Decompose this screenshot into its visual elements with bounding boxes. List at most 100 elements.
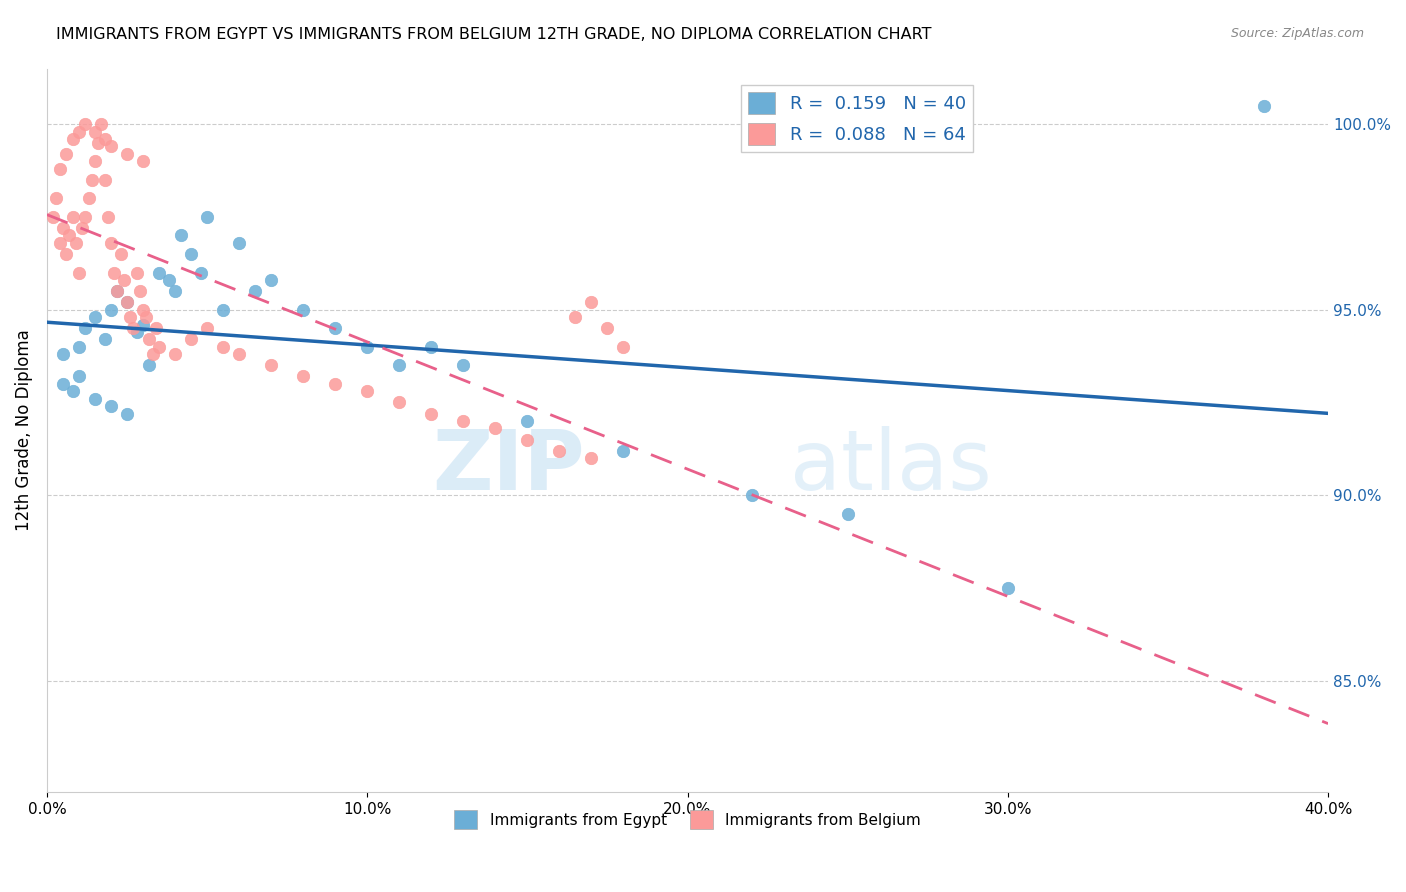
Text: IMMIGRANTS FROM EGYPT VS IMMIGRANTS FROM BELGIUM 12TH GRADE, NO DIPLOMA CORRELAT: IMMIGRANTS FROM EGYPT VS IMMIGRANTS FROM… bbox=[56, 27, 932, 42]
Point bbox=[77, 191, 100, 205]
Point bbox=[260, 359, 283, 373]
Point bbox=[84, 310, 107, 324]
Legend: Immigrants from Egypt, Immigrants from Belgium: Immigrants from Egypt, Immigrants from B… bbox=[449, 804, 927, 835]
Point bbox=[115, 407, 138, 421]
Point bbox=[132, 154, 155, 169]
Point bbox=[84, 154, 107, 169]
Point bbox=[596, 321, 619, 335]
Text: Source: ZipAtlas.com: Source: ZipAtlas.com bbox=[1230, 27, 1364, 40]
Point bbox=[356, 384, 378, 399]
Point bbox=[80, 173, 103, 187]
Point bbox=[837, 507, 859, 521]
Text: ZIP: ZIP bbox=[433, 425, 585, 507]
Point bbox=[453, 414, 475, 428]
Point bbox=[190, 266, 212, 280]
Point bbox=[356, 340, 378, 354]
Point bbox=[87, 136, 110, 150]
Point bbox=[100, 399, 122, 413]
Point bbox=[67, 266, 90, 280]
Point bbox=[105, 284, 128, 298]
Point bbox=[180, 332, 202, 346]
Point bbox=[115, 295, 138, 310]
Point bbox=[564, 310, 586, 324]
Point bbox=[125, 266, 148, 280]
Point bbox=[75, 117, 97, 131]
Point bbox=[100, 139, 122, 153]
Point bbox=[145, 321, 167, 335]
Point bbox=[292, 302, 315, 317]
Point bbox=[323, 321, 346, 335]
Point bbox=[62, 132, 84, 146]
Point bbox=[243, 284, 266, 298]
Point bbox=[97, 210, 120, 224]
Point bbox=[62, 384, 84, 399]
Point bbox=[48, 161, 70, 176]
Point bbox=[484, 421, 506, 435]
Point bbox=[453, 359, 475, 373]
Point bbox=[112, 273, 135, 287]
Point bbox=[75, 321, 97, 335]
Point bbox=[195, 210, 218, 224]
Point bbox=[62, 210, 84, 224]
Text: atlas: atlas bbox=[790, 425, 991, 507]
Point bbox=[65, 235, 87, 250]
Point bbox=[52, 221, 75, 235]
Point bbox=[170, 228, 193, 243]
Point bbox=[1253, 98, 1275, 112]
Point bbox=[132, 302, 155, 317]
Point bbox=[132, 318, 155, 332]
Point bbox=[67, 340, 90, 354]
Point bbox=[516, 414, 538, 428]
Point bbox=[548, 443, 571, 458]
Point bbox=[67, 125, 90, 139]
Point bbox=[388, 395, 411, 409]
Point bbox=[52, 376, 75, 391]
Point bbox=[138, 359, 160, 373]
Point bbox=[148, 340, 170, 354]
Point bbox=[388, 359, 411, 373]
Point bbox=[55, 146, 77, 161]
Point bbox=[55, 247, 77, 261]
Point bbox=[420, 340, 443, 354]
Point bbox=[67, 369, 90, 384]
Point bbox=[135, 310, 157, 324]
Point bbox=[84, 125, 107, 139]
Point bbox=[163, 347, 186, 361]
Point bbox=[120, 310, 142, 324]
Point bbox=[90, 117, 112, 131]
Point bbox=[420, 407, 443, 421]
Point bbox=[148, 266, 170, 280]
Point bbox=[45, 191, 67, 205]
Point bbox=[115, 295, 138, 310]
Point bbox=[70, 221, 93, 235]
Point bbox=[212, 340, 235, 354]
Point bbox=[93, 132, 115, 146]
Point bbox=[75, 210, 97, 224]
Point bbox=[741, 488, 763, 502]
Point bbox=[581, 451, 603, 466]
Point bbox=[323, 376, 346, 391]
Point bbox=[110, 247, 132, 261]
Point bbox=[125, 325, 148, 339]
Point bbox=[292, 369, 315, 384]
Point bbox=[228, 347, 250, 361]
Point bbox=[42, 210, 65, 224]
Point bbox=[58, 228, 80, 243]
Point bbox=[128, 284, 150, 298]
Point bbox=[212, 302, 235, 317]
Point bbox=[228, 235, 250, 250]
Point bbox=[105, 284, 128, 298]
Point bbox=[612, 443, 634, 458]
Point bbox=[138, 332, 160, 346]
Point bbox=[48, 235, 70, 250]
Point bbox=[84, 392, 107, 406]
Point bbox=[997, 581, 1019, 595]
Point bbox=[180, 247, 202, 261]
Point bbox=[93, 173, 115, 187]
Point bbox=[103, 266, 125, 280]
Point bbox=[100, 235, 122, 250]
Point bbox=[260, 273, 283, 287]
Point bbox=[157, 273, 180, 287]
Point bbox=[516, 433, 538, 447]
Point bbox=[612, 340, 634, 354]
